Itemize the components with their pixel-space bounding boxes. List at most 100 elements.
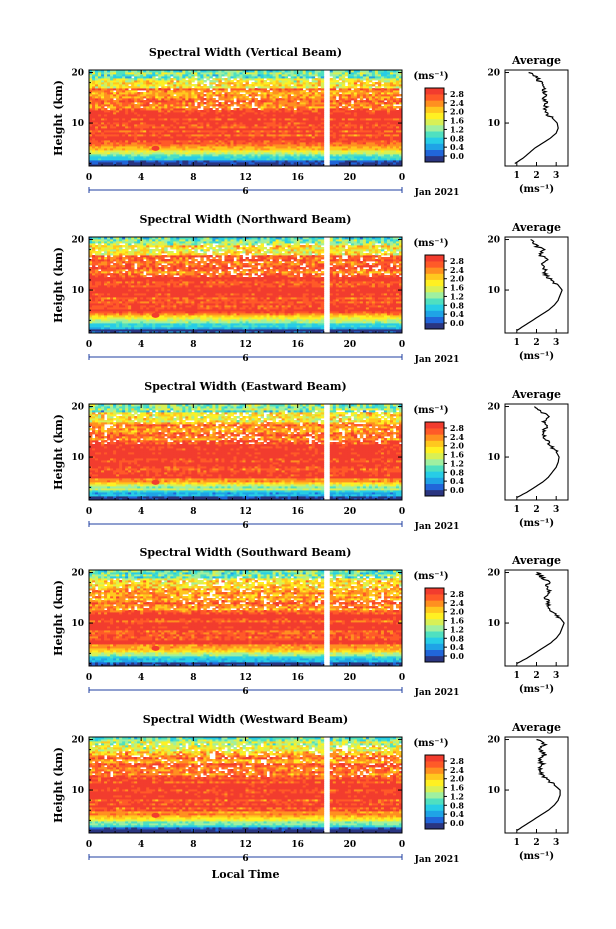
heatmap-cell <box>113 146 117 149</box>
heatmap-cell <box>173 158 177 161</box>
heatmap-cell <box>314 154 319 157</box>
heatmap-cell <box>320 164 325 167</box>
heatmap-cell <box>362 138 367 141</box>
heatmap-cell <box>332 98 337 101</box>
heatmap-cell <box>347 108 352 111</box>
heatmap-cell <box>311 126 316 129</box>
heatmap-cell <box>332 118 337 121</box>
heatmap-cell <box>113 156 117 159</box>
heatmap-cell <box>236 124 240 127</box>
heatmap-cell <box>296 82 301 85</box>
heatmap-cell <box>155 136 159 139</box>
heatmap-cell <box>233 94 237 97</box>
heatmap-cell <box>362 114 367 117</box>
heatmap-cell <box>104 96 108 99</box>
heatmap-cell <box>194 120 198 123</box>
heatmap-cell <box>242 106 246 109</box>
heatmap-cell <box>224 118 228 121</box>
heatmap-cell <box>194 124 198 127</box>
heatmap-cell <box>200 152 204 155</box>
heatmap-cell <box>173 78 177 81</box>
heatmap-cell <box>203 158 207 161</box>
heatmap-cell <box>107 162 111 165</box>
heatmap-cell <box>347 122 352 125</box>
heatmap-cell <box>125 108 129 111</box>
heatmap-cell <box>389 164 394 167</box>
heatmap-cell <box>320 150 325 153</box>
heatmap-cell <box>95 158 99 161</box>
heatmap-cell <box>257 82 261 85</box>
heatmap-cell <box>236 84 240 87</box>
heatmap-cell <box>266 132 270 135</box>
heatmap-cell <box>119 114 123 117</box>
heatmap-cell <box>107 152 111 155</box>
heatmap-cell <box>263 148 267 151</box>
heatmap-cell <box>332 138 337 141</box>
heatmap-cell <box>221 78 225 81</box>
heatmap-cell <box>143 84 147 87</box>
heatmap-cell <box>113 116 117 119</box>
heatmap-cell <box>254 92 258 95</box>
heatmap-cell <box>275 142 280 145</box>
heatmap-cell <box>152 152 156 155</box>
heatmap-cell <box>239 142 243 145</box>
heatmap-cell <box>287 102 292 105</box>
heatmap-cell <box>167 136 171 139</box>
heatmap-cell <box>356 136 361 139</box>
heatmap-cell <box>368 124 373 127</box>
heatmap-cell <box>374 134 379 137</box>
heatmap-cell <box>374 78 379 81</box>
heatmap-cell <box>242 98 246 101</box>
heatmap-cell <box>341 142 346 145</box>
heatmap-cell <box>95 152 99 155</box>
heatmap-cell <box>158 132 162 135</box>
heatmap-cell <box>218 80 222 83</box>
heatmap-cell <box>332 110 337 113</box>
heatmap-cell <box>275 130 280 133</box>
heatmap-cell <box>272 116 276 119</box>
heatmap-cell <box>122 104 126 107</box>
heatmap-cell <box>329 122 334 125</box>
heatmap-cell <box>272 158 276 161</box>
heatmap-cell <box>212 128 216 131</box>
heatmap-cell <box>221 128 225 131</box>
heatmap-cell <box>299 124 304 127</box>
heatmap-cell <box>257 154 261 157</box>
heatmap-cell <box>296 160 301 163</box>
heatmap-cell <box>89 140 93 143</box>
heatmap-cell <box>317 80 322 83</box>
panel-0: Spectral Width (Vertical Beam)2010Height… <box>52 46 569 198</box>
heatmap-cell <box>344 112 349 115</box>
heatmap-cell <box>275 108 280 111</box>
heatmap-cell <box>347 100 352 103</box>
heatmap-cell <box>296 138 301 141</box>
heatmap-cell <box>98 116 102 119</box>
heatmap-cell <box>143 112 147 115</box>
heatmap-cell <box>95 90 99 93</box>
heatmap-cell <box>281 134 286 137</box>
heatmap-cell <box>149 126 153 129</box>
heatmap-cell <box>389 154 394 157</box>
heatmap-cell <box>107 110 111 113</box>
heatmap-cell <box>143 104 147 107</box>
heatmap-cell <box>119 102 123 105</box>
heatmap-cell <box>185 140 189 143</box>
heatmap-cell <box>89 76 93 79</box>
heatmap-cell <box>395 130 400 133</box>
heatmap-cell <box>107 102 111 105</box>
heatmap-cell <box>179 142 183 145</box>
heatmap-cell <box>329 110 334 113</box>
heatmap-cell <box>134 144 138 147</box>
heatmap-cell <box>239 114 243 117</box>
heatmap-cell <box>275 100 280 103</box>
heatmap-cell <box>140 78 144 81</box>
heatmap-cell <box>206 150 210 153</box>
heatmap-cell <box>185 152 189 155</box>
heatmap-cell <box>383 108 388 111</box>
heatmap-cell <box>284 108 289 111</box>
heatmap-cell <box>353 142 358 145</box>
heatmap-cell <box>194 128 198 131</box>
heatmap-cell <box>155 90 159 93</box>
heatmap-cell <box>167 152 171 155</box>
heatmap-cell <box>245 106 249 109</box>
